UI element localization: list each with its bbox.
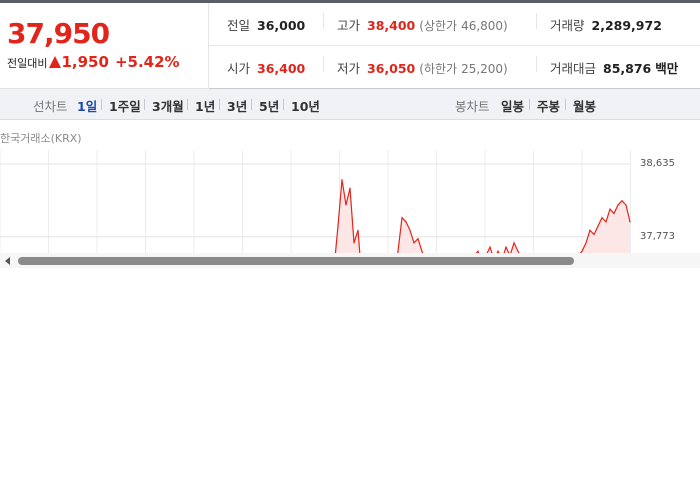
price-point [409, 229, 411, 231]
current-price-panel: 37,950 전일대비 1,950 +5.42% [0, 3, 209, 89]
high-price: 고가 38,400 (상한가 46,800) [337, 18, 508, 33]
low-price: 저가 36,050 (하한가 25,200) [337, 61, 508, 76]
up-triangle-icon [49, 56, 62, 68]
change-percent: +5.42% [114, 53, 180, 71]
volume: 거래량 2,289,972 [550, 18, 662, 33]
price-chart: 38,635 37,773 [0, 150, 700, 256]
price-point [417, 238, 419, 240]
divider [283, 99, 284, 110]
divider [536, 13, 537, 29]
scroll-left-arrow-icon[interactable] [5, 257, 10, 265]
exchange-label: 한국거래소(KRX) [0, 132, 82, 145]
price-point [397, 250, 399, 252]
price-point [613, 212, 615, 214]
scrollbar-thumb[interactable] [18, 257, 574, 265]
price-point [609, 208, 611, 210]
price-point [589, 229, 591, 231]
divider [323, 56, 324, 72]
price-point [337, 225, 339, 227]
tab-3year[interactable]: 3년 [227, 99, 248, 114]
y-tick-label: 37,773 [640, 230, 675, 242]
price-change: 전일대비 1,950 +5.42% [7, 53, 180, 71]
divider [101, 99, 102, 110]
price-chart-svg [0, 150, 631, 256]
price-point [597, 225, 599, 227]
tab-3month[interactable]: 3개월 [152, 99, 184, 114]
price-point [585, 242, 587, 244]
price-point [353, 242, 355, 244]
divider [251, 99, 252, 110]
chart-period-tabs: 선차트 1일 1주일 3개월 1년 3년 5년 10년 봉차트 일봉 주봉 월봉 [0, 89, 700, 120]
price-point [605, 221, 607, 223]
quote-row-1: 전일 36,000 고가 38,400 (상한가 46,800) 거래량 2,289,9… [209, 3, 700, 46]
price-point [413, 242, 415, 244]
price-point [505, 246, 507, 248]
open-price: 시가 36,400 [227, 61, 306, 76]
price-point [593, 233, 595, 236]
price-point [489, 246, 491, 248]
price-point [621, 200, 623, 202]
divider [536, 56, 537, 72]
price-point [617, 204, 619, 206]
tab-1day[interactable]: 1일 [77, 99, 98, 114]
quote-row-2: 시가 36,400 저가 36,050 (하한가 25,200) 거래대금 85,876… [209, 46, 700, 88]
candle-chart-label: 봉차트 [455, 99, 490, 114]
divider [144, 99, 145, 110]
current-price: 37,950 [7, 17, 110, 50]
divider [529, 99, 530, 110]
price-point [349, 187, 351, 189]
price-point [601, 217, 603, 219]
quote-details: 전일 36,000 고가 38,400 (상한가 46,800) 거래량 2,289,9… [209, 3, 700, 89]
trade-amount: 거래대금 85,876 백만 [550, 61, 679, 76]
price-point [581, 250, 583, 252]
price-point [517, 250, 519, 252]
top-border [0, 0, 700, 3]
line-chart-label: 선차트 [33, 99, 68, 114]
change-amount: 1,950 [61, 53, 109, 71]
price-point [625, 204, 627, 206]
price-point [405, 221, 407, 223]
price-point [629, 221, 631, 223]
prev-close: 전일 36,000 [227, 18, 306, 33]
tab-weekly-candle[interactable]: 주봉 [537, 99, 561, 114]
tab-1year[interactable]: 1년 [195, 99, 216, 114]
price-point [421, 250, 423, 252]
price-line [334, 179, 631, 256]
price-point [513, 242, 515, 244]
tab-1week[interactable]: 1주일 [109, 99, 141, 114]
divider [565, 99, 566, 110]
price-point [341, 179, 343, 181]
price-point [345, 204, 347, 206]
price-area-fill [330, 179, 630, 256]
y-tick-label: 38,635 [640, 158, 675, 170]
divider [323, 13, 324, 29]
tab-monthly-candle[interactable]: 월봉 [573, 99, 597, 114]
price-point [497, 250, 499, 252]
price-point [401, 217, 403, 219]
divider [219, 99, 220, 110]
tab-10year[interactable]: 10년 [291, 99, 320, 114]
price-point [477, 250, 479, 252]
chart-scrollbar[interactable] [0, 253, 700, 268]
price-point [357, 229, 359, 231]
tab-daily-candle[interactable]: 일봉 [501, 99, 525, 114]
divider [187, 99, 188, 110]
tab-5year[interactable]: 5년 [259, 99, 280, 114]
change-label: 전일대비 [7, 57, 48, 70]
